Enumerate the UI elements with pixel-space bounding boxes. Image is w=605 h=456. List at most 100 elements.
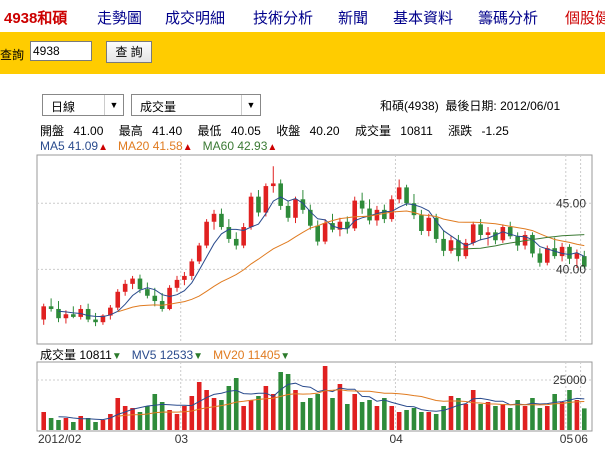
volume-bar [389,406,395,430]
volume-bar [515,400,520,430]
indicator-select[interactable]: 成交量 ▼ [131,94,261,116]
volume-bar [522,406,528,430]
price-tick-label: 45.00 [556,196,586,210]
candle-body [478,224,483,235]
candle-body [167,287,172,309]
chevron-down-icon: ▼ [241,95,260,115]
down-triangle-icon: ▼ [280,351,291,362]
high-label: 最高 [118,124,143,138]
last-date: 2012/06/01 [500,99,561,113]
volume-bar [404,410,409,430]
mv20-line [117,389,585,417]
volume-bar [448,396,454,430]
candle-body [63,314,69,319]
ma60-line [450,234,585,250]
volume-bar [396,412,402,430]
candle-body [300,199,306,210]
nav-link-trades[interactable]: 成交明細 [165,10,226,27]
volume-bar [470,390,476,430]
volume-bar [219,400,224,430]
volume-bar [174,414,180,430]
volume-bar [382,398,387,430]
ma60-value: 42.93 [237,139,268,153]
ma5-label: MA5 [40,139,65,153]
candle-body [174,279,180,288]
nav-link-chips[interactable]: 籌碼分析 [478,10,539,27]
query-button[interactable]: 查 詢 [106,41,152,63]
volume-bar [85,418,91,430]
candle-body [130,278,135,284]
high-value: 41.40 [152,124,183,138]
candle-body [322,223,328,242]
candle-body [315,225,320,242]
candle-body [263,186,269,213]
query-label: 查詢 [0,48,25,62]
volume-bar [100,420,106,430]
open-value: 41.00 [73,124,104,138]
change-value: -1.25 [481,124,509,138]
open-label: 開盤 [40,124,65,138]
candle-body [559,246,565,257]
ma5-value: 41.09 [68,139,99,153]
volume-bar [544,406,550,430]
candle-body [515,236,520,246]
candle-body [493,232,498,241]
candle-body [567,246,572,259]
nav-link-basic-info[interactable]: 基本資料 [393,10,454,27]
volume-bar [433,414,439,430]
volume-label: 成交量 [354,124,391,138]
nav-link-technical[interactable]: 技術分析 [253,10,314,27]
candle-body [507,227,513,237]
volume-bar [507,408,513,430]
candle-body [419,215,424,231]
volume-bar [248,400,254,430]
candle-body [441,238,446,251]
up-triangle-icon: ▲ [98,142,108,153]
mv20-value: 11405 [247,348,281,362]
stock-code-input[interactable] [30,41,92,61]
vol-label: 成交量 [40,348,77,362]
close-label: 收盤 [276,124,301,138]
nav-link-trend[interactable]: 走勢圖 [97,10,143,27]
volume-bar [137,412,143,430]
candle-body [337,221,343,230]
volume-bar [308,398,313,430]
volume-bar [574,400,580,430]
candle-body [485,232,491,235]
volume-bar [367,400,372,430]
volume-bar [530,398,535,430]
volume-bar [322,366,328,430]
candle-body [41,306,46,320]
volume-bar [211,398,217,430]
volume-bar [485,402,491,430]
stock-info: 和碩(4938) 最後日期: 2012/06/01 [380,97,560,114]
candle-body [382,209,387,220]
candle-body [56,308,61,319]
nav-link-news[interactable]: 新聞 [338,10,369,27]
candle-body [152,295,158,302]
candle-body [411,203,417,216]
volume-bar [56,420,61,430]
top-nav: 4938和碩 走勢圖 成交明細 技術分析 新聞 基本資料 籌碼分析 個股健 [0,0,605,32]
candle-body [552,248,557,257]
candle-body [574,253,580,259]
candle-body [211,213,217,222]
volume-bar [411,408,417,430]
mv5-line [58,382,585,421]
period-select[interactable]: 日線 ▼ [42,94,124,116]
volume-bar [478,404,483,430]
nav-link-stock-health[interactable]: 個股健 [565,10,605,27]
price-stats: 開盤 41.00 最高 41.40 最低 40.05 收盤 40.20 成交量 … [40,122,521,139]
candle-body [426,217,432,231]
candle-body [122,283,128,292]
volume-bar [182,406,187,430]
ma-legend: MA5 41.09▲ MA20 41.58▲ MA60 42.93▲ [40,139,277,153]
stock-name: 和碩(4938) [380,99,439,113]
candle-body [285,205,291,218]
candle-body [367,208,372,221]
candle-body [189,261,195,276]
volume-bar [456,398,461,430]
candle-body [359,200,365,209]
candle-body [352,200,358,229]
volume-bar [256,396,261,430]
